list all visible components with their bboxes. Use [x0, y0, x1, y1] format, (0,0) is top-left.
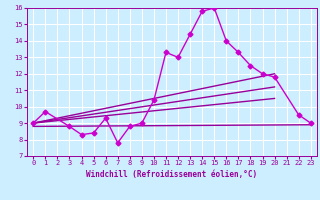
X-axis label: Windchill (Refroidissement éolien,°C): Windchill (Refroidissement éolien,°C) — [86, 170, 258, 179]
